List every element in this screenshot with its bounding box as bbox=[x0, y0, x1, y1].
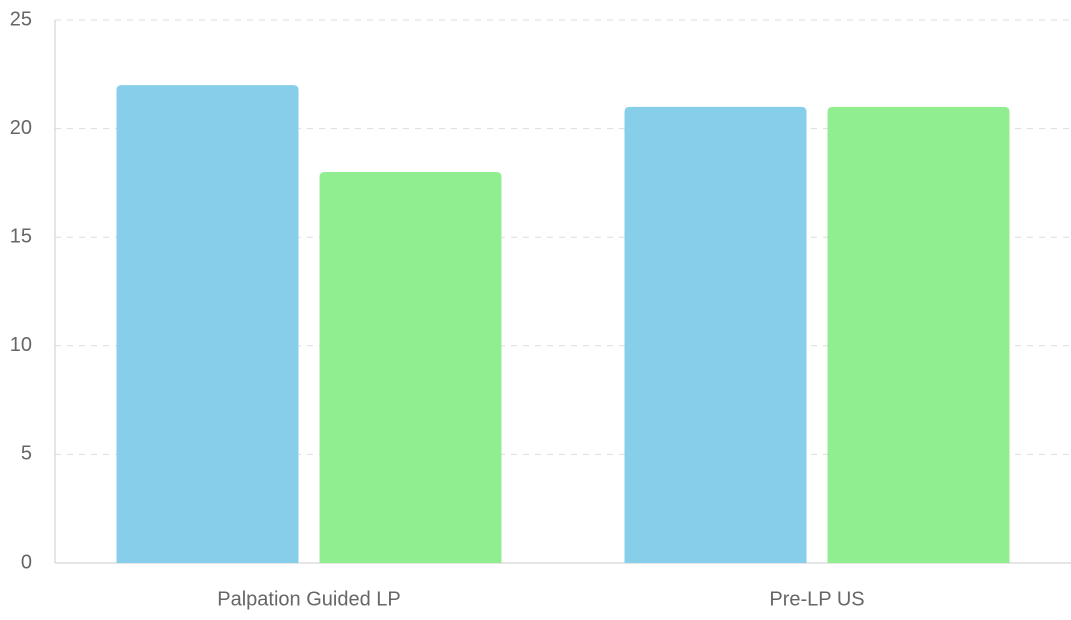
bar bbox=[116, 85, 299, 563]
bar bbox=[827, 106, 1010, 563]
bar bbox=[319, 172, 502, 564]
x-tick-label: Palpation Guided LP bbox=[217, 588, 400, 610]
y-tick-label: 20 bbox=[10, 117, 32, 139]
y-tick-label: 15 bbox=[10, 225, 32, 247]
bar bbox=[624, 106, 807, 563]
y-tick-label: 0 bbox=[21, 551, 32, 573]
x-tick-label: Pre-LP US bbox=[769, 588, 864, 610]
y-tick-label: 5 bbox=[21, 443, 32, 465]
y-tick-label: 10 bbox=[10, 334, 32, 356]
y-tick-label: 25 bbox=[10, 8, 32, 30]
